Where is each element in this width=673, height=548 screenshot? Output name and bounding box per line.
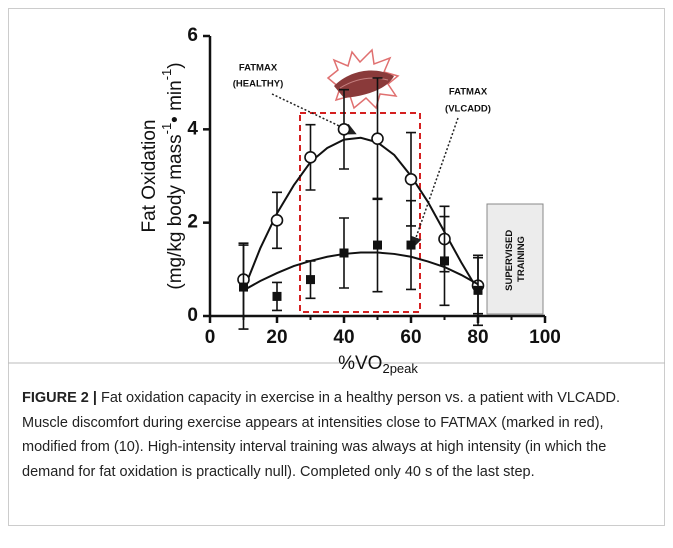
training-line: SUPERVISED: [504, 230, 515, 291]
figure-border: [8, 8, 665, 526]
y-title-part: (mg/kg body mass: [165, 134, 186, 289]
point: [306, 275, 315, 285]
x-axis-title: %VO2peak: [338, 353, 418, 376]
point: [337, 123, 351, 136]
point: [272, 291, 282, 301]
point: [440, 256, 449, 266]
y-axis-title: (mg/kg body mass-1• min-1): [159, 62, 186, 289]
x-tick-label: 100: [529, 327, 561, 348]
annotation-arrow: [410, 117, 459, 249]
y-tick-label: 4: [187, 118, 198, 139]
annotation: FATMAX: [449, 87, 488, 98]
point: [239, 282, 248, 292]
x-tick-label: 80: [467, 327, 488, 348]
annotation: (HEALTHY): [233, 79, 283, 90]
annotation: (VLCADD): [445, 104, 491, 115]
y-axis-title: Fat Oxidation: [139, 120, 160, 233]
x-title-part: %VO: [338, 353, 382, 374]
y-title-part: -1: [159, 123, 174, 135]
annotation: FATMAX: [239, 63, 278, 74]
y-tick-label: 2: [187, 212, 198, 233]
point: [473, 285, 483, 295]
y-tick-label: 6: [187, 25, 198, 46]
caption-text: Fat oxidation capacity in exercise in a …: [22, 390, 621, 480]
point: [339, 248, 349, 258]
training-label: SUPERVISED TRAINING: [504, 227, 527, 291]
point: [371, 132, 384, 145]
x-tick-label: 0: [205, 327, 216, 348]
y-title-part: ): [165, 62, 186, 68]
annotation-arrow: [271, 93, 357, 135]
point: [270, 214, 284, 227]
y-tick-label: 0: [187, 305, 198, 326]
x-tick-label: 60: [400, 327, 421, 348]
muscle-icon: [326, 48, 400, 110]
fit-curve: [242, 136, 479, 291]
y-title-part: -1: [159, 69, 174, 81]
x-tick-label: 20: [266, 327, 287, 348]
fatmax-zone: [299, 112, 421, 313]
training-box: [486, 203, 544, 315]
caption: FIGURE 2 | Fat oxidation capacity in exe…: [22, 386, 652, 484]
x-tick-label: 40: [333, 327, 354, 348]
point: [304, 151, 317, 164]
point: [404, 172, 418, 186]
x-title-part: 2peak: [382, 361, 418, 376]
y-title-part: • min: [165, 80, 186, 123]
caption-label: FIGURE 2 |: [22, 390, 97, 406]
fit-curve: [243, 251, 479, 292]
point: [373, 240, 382, 250]
training-line: TRAINING: [516, 236, 527, 282]
point: [406, 240, 416, 250]
